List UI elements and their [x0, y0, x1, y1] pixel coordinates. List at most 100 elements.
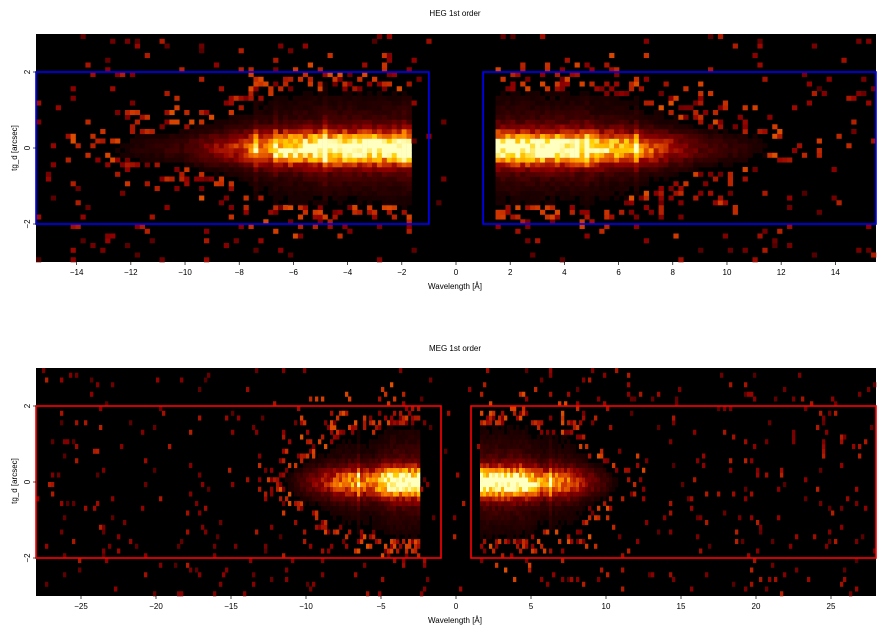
meg-heatmap-cell [387, 453, 391, 459]
heg-heatmap-cell [238, 162, 244, 168]
heg-heatmap-cell [619, 176, 625, 182]
meg-heatmap-cell [507, 505, 511, 511]
heg-heatmap-cell [184, 124, 190, 130]
meg-x-tick-label: 10 [602, 602, 611, 611]
heg-heatmap-cell [441, 119, 447, 125]
meg-heatmap-cell [288, 472, 292, 478]
heg-heatmap-cell [367, 124, 373, 130]
meg-heatmap-cell [342, 491, 346, 497]
heg-heatmap-cell [362, 119, 368, 125]
meg-heatmap-cell [480, 429, 484, 435]
heg-heatmap-cell [342, 171, 348, 177]
meg-heatmap-cell [516, 477, 520, 483]
heg-heatmap-cell [297, 176, 304, 182]
heg-heatmap-cell [732, 138, 738, 144]
meg-heatmap-cell [330, 486, 334, 492]
heg-heatmap-cell [569, 124, 575, 130]
heg-heatmap-cell [717, 105, 724, 111]
meg-heatmap-cell [510, 501, 514, 507]
meg-heatmap-cell [288, 486, 292, 492]
heg-heatmap-cell [510, 138, 516, 144]
meg-heatmap-cell [135, 543, 139, 549]
heg-heatmap-cell [248, 143, 254, 149]
meg-heatmap-cell [546, 477, 550, 483]
heg-heatmap-cell [569, 119, 575, 125]
heg-heatmap-cell [614, 114, 620, 120]
meg-heatmap-cell [531, 548, 535, 554]
heg-heatmap-cell [386, 95, 393, 101]
meg-heatmap-cell [507, 501, 511, 507]
meg-heatmap-cell [345, 391, 349, 397]
heg-heatmap-cell [540, 152, 546, 158]
meg-heatmap-cell [345, 472, 349, 478]
heg-heatmap-cell [540, 181, 546, 187]
meg-heatmap-cell [414, 434, 418, 440]
meg-heatmap-cell [354, 572, 358, 578]
meg-heatmap-cell [534, 453, 538, 459]
heg-heatmap-cell [204, 157, 210, 163]
heg-heatmap-cell [332, 129, 338, 135]
heg-x-tick-label: −4 [343, 268, 353, 277]
heg-heatmap-cell [505, 176, 511, 182]
meg-heatmap-cell [348, 482, 352, 488]
meg-heatmap-cell [801, 396, 805, 402]
heg-heatmap-cell [500, 119, 506, 125]
meg-heatmap-cell [534, 486, 538, 492]
heg-heatmap-cell [362, 114, 368, 120]
heg-heatmap-cell [199, 148, 205, 154]
heg-heatmap-cell [584, 157, 590, 163]
heg-heatmap-cell [381, 53, 388, 59]
heg-heatmap-cell [609, 95, 615, 101]
meg-heatmap-cell [399, 524, 403, 530]
meg-heatmap-cell [345, 486, 349, 492]
meg-heatmap-cell [561, 505, 565, 511]
meg-heatmap-cell [396, 524, 400, 530]
meg-heatmap-cell [864, 505, 868, 511]
meg-heatmap-cell [381, 477, 385, 483]
heg-heatmap-cell [292, 171, 299, 177]
heg-heatmap-cell [505, 114, 511, 120]
heg-heatmap-cell [821, 91, 827, 97]
heg-heatmap-cell [653, 119, 659, 125]
heg-heatmap-cell [159, 143, 165, 149]
heg-heatmap-cell [698, 91, 704, 97]
meg-heatmap-cell [570, 491, 574, 497]
heg-heatmap-cell [535, 152, 541, 158]
meg-heatmap-cell [510, 444, 514, 450]
meg-heatmap-cell [387, 486, 391, 492]
heg-heatmap-cell [391, 148, 397, 154]
heg-heatmap-cell [851, 119, 857, 125]
meg-heatmap-cell [522, 515, 526, 521]
meg-heatmap-cell [573, 448, 577, 454]
meg-heatmap-cell [294, 520, 298, 526]
meg-heatmap-cell [486, 520, 490, 526]
heg-heatmap-cell [347, 129, 353, 135]
heg-heatmap-cell [302, 95, 309, 101]
heg-heatmap-cell [624, 138, 630, 144]
heg-heatmap-cell [599, 190, 605, 196]
meg-heatmap-cell [510, 439, 514, 445]
heg-heatmap-cell [495, 114, 501, 120]
meg-heatmap-cell [180, 591, 184, 597]
heg-heatmap-cell [391, 72, 397, 78]
heg-heatmap-cell [352, 119, 358, 125]
heg-heatmap-cell [520, 190, 526, 196]
meg-heatmap-cell [366, 467, 370, 473]
meg-heatmap-cell [564, 463, 568, 469]
heg-heatmap-cell [638, 181, 645, 187]
heg-heatmap-cell [584, 62, 590, 68]
meg-heatmap-cell [495, 444, 499, 450]
meg-heatmap-cell [609, 505, 613, 511]
meg-heatmap-cell [489, 482, 493, 488]
meg-heatmap-cell [390, 543, 394, 549]
meg-heatmap-cell [513, 406, 517, 412]
heg-heatmap-cell [619, 209, 625, 215]
meg-heatmap-cell [543, 439, 547, 445]
meg-heatmap-cell [333, 496, 337, 502]
heg-heatmap-cell [530, 176, 536, 182]
heg-heatmap-cell [515, 105, 521, 111]
heg-heatmap-cell [337, 124, 343, 130]
meg-heatmap-cell [282, 434, 286, 440]
heg-heatmap-cell [668, 110, 674, 116]
heg-x-tick-label: 12 [777, 268, 786, 277]
